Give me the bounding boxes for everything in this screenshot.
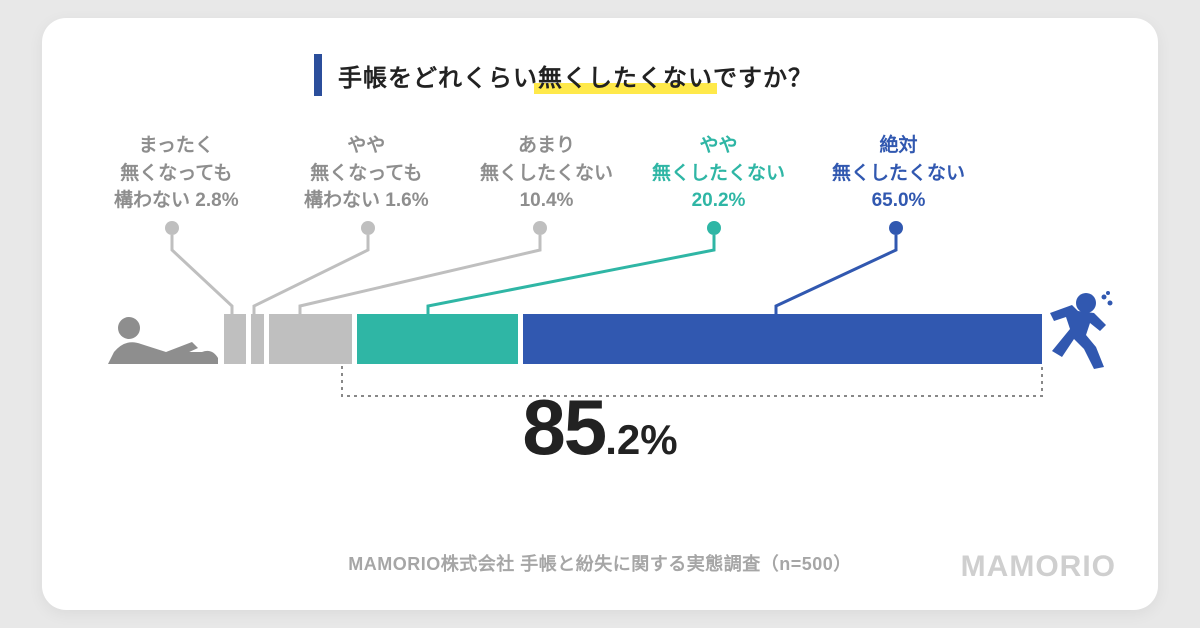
category-label-2: あまり無くしたくない10.4% [480,132,613,215]
bar-segment-4 [523,314,1042,364]
stacked-bar [224,314,1042,364]
callout-dec: .2% [605,416,677,463]
title-emphasis: 無くしたくない [538,65,713,92]
category-label-4: 絶対無くしたくない65.0% [832,132,965,215]
bar-segment-2 [269,314,352,364]
bar-segment-0 [224,314,246,364]
title-text: 手帳をどれくらい無くしたくないですか？ [338,58,813,93]
category-label-3: やや無くしたくない20.2% [652,132,785,215]
callout-value: 85.2% [42,382,1158,473]
category-label-0: まったく無くなっても構わない 2.8% [114,132,239,215]
title: 手帳をどれくらい無くしたくないですか？ [314,54,813,96]
title-accent-bar [314,54,322,96]
lying-person-icon [106,312,221,367]
title-post: ですか？ [713,65,813,92]
card: 手帳をどれくらい無くしたくないですか？ まったく無くなっても構わない 2.8% や… [42,18,1158,610]
callout-int: 85 [522,383,605,471]
running-person-icon [1048,291,1114,371]
title-pre: 手帳をどれくらい [338,65,538,92]
bar-segment-1 [251,314,264,364]
brand-logo: MAMORIO [961,550,1116,584]
category-label-1: やや無くなっても構わない 1.6% [304,132,429,215]
bar-segment-3 [357,314,518,364]
